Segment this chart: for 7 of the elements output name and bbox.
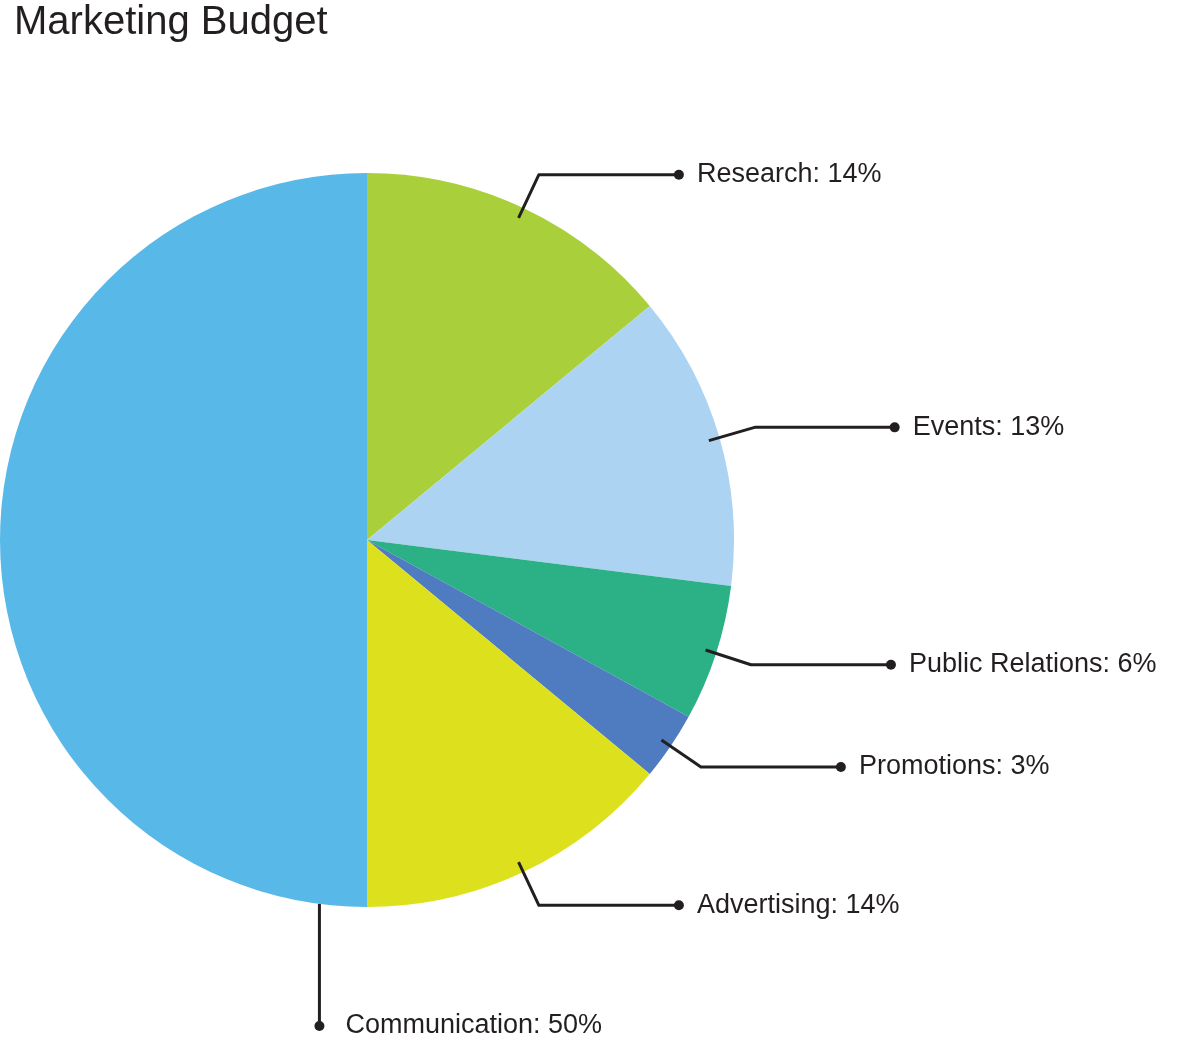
chart-title: Marketing Budget [14, 0, 328, 43]
slice-label: Research: 14% [696, 158, 882, 189]
slice-label: Public Relations: 6% [908, 648, 1157, 679]
slice-label: Promotions: 3% [858, 750, 1050, 781]
slice-label: Communication: 50% [345, 1009, 603, 1040]
slice-label: Events: 13% [912, 410, 1065, 441]
slice-label: Advertising: 14% [696, 888, 900, 919]
